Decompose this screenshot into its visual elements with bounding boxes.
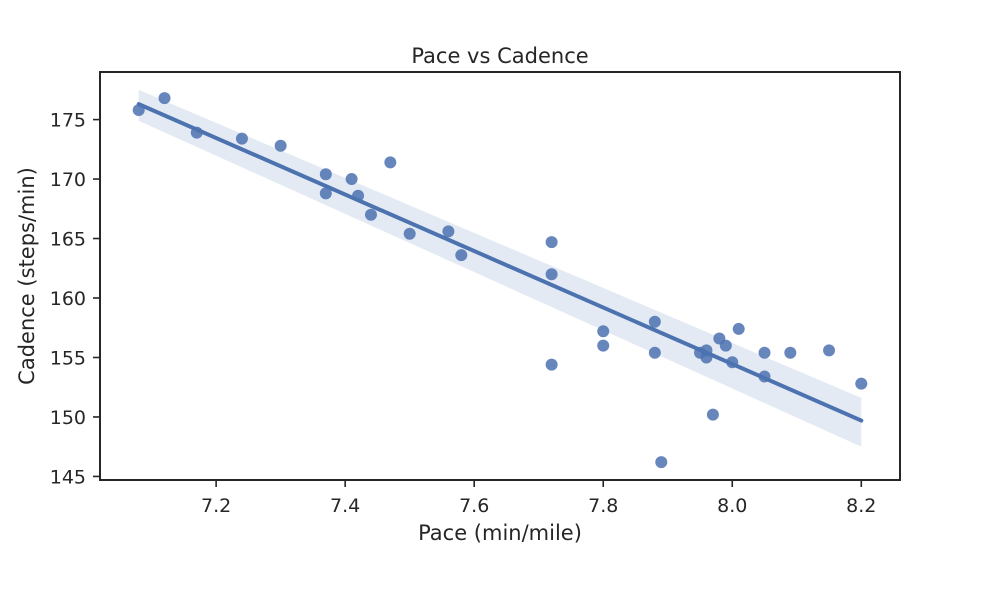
data-point-26 (706, 408, 719, 421)
data-point-8 (345, 173, 358, 186)
data-point-35 (855, 377, 868, 390)
regression-line-layer (136, 102, 864, 423)
confidence-band (138, 89, 862, 447)
y-axis-label: Cadence (steps/min) (15, 167, 39, 385)
data-point-5 (274, 139, 287, 152)
data-point-13 (442, 225, 455, 238)
data-point-3 (190, 126, 203, 139)
data-point-12 (403, 227, 416, 240)
data-point-17 (545, 358, 558, 371)
data-point-28 (719, 339, 732, 352)
chart-title: Pace vs Cadence (411, 44, 588, 68)
y-tick-label: 145 (50, 466, 86, 488)
axis-ticks-layer: 7.2 7.4 7.6 7.8 8.0 8.2 145 150 155 160 165 170 175 (50, 110, 877, 517)
x-tick-label: 7.8 (588, 495, 618, 517)
data-point-1 (132, 104, 145, 117)
data-point-18 (597, 325, 610, 338)
x-tick-label: 8.2 (846, 495, 876, 517)
y-tick-label: 165 (50, 229, 86, 251)
scatter-points-layer (132, 92, 868, 469)
y-tick-label: 160 (50, 288, 86, 310)
y-tick-label: 175 (50, 110, 86, 132)
confidence-band-layer (138, 89, 862, 447)
data-point-32 (758, 370, 771, 383)
x-tick-label: 7.4 (330, 495, 360, 517)
data-point-19 (597, 339, 610, 352)
x-tick-label: 8.0 (717, 495, 747, 517)
data-point-11 (384, 156, 397, 169)
data-point-10 (364, 208, 377, 221)
data-point-9 (352, 189, 365, 202)
data-point-6 (319, 168, 332, 181)
data-point-2 (158, 92, 171, 105)
data-point-14 (455, 249, 468, 262)
data-point-7 (319, 187, 332, 200)
y-tick-label: 170 (50, 169, 86, 191)
data-point-15 (545, 236, 558, 249)
x-axis-label: Pace (min/mile) (418, 521, 582, 545)
data-point-25 (700, 351, 713, 364)
data-point-30 (732, 322, 745, 335)
data-point-16 (545, 268, 558, 281)
data-point-31 (758, 346, 771, 359)
x-tick-label: 7.6 (459, 495, 489, 517)
y-tick-label: 155 (50, 347, 86, 369)
plot-frame (99, 71, 901, 481)
data-point-22 (655, 456, 668, 469)
data-point-34 (823, 344, 836, 357)
x-tick-label: 7.2 (201, 495, 231, 517)
data-point-29 (726, 356, 739, 369)
regression-line (136, 102, 864, 423)
data-point-20 (648, 315, 661, 328)
y-tick-label: 150 (50, 407, 86, 429)
data-point-4 (235, 132, 248, 145)
data-point-21 (648, 346, 661, 359)
data-point-33 (784, 346, 797, 359)
